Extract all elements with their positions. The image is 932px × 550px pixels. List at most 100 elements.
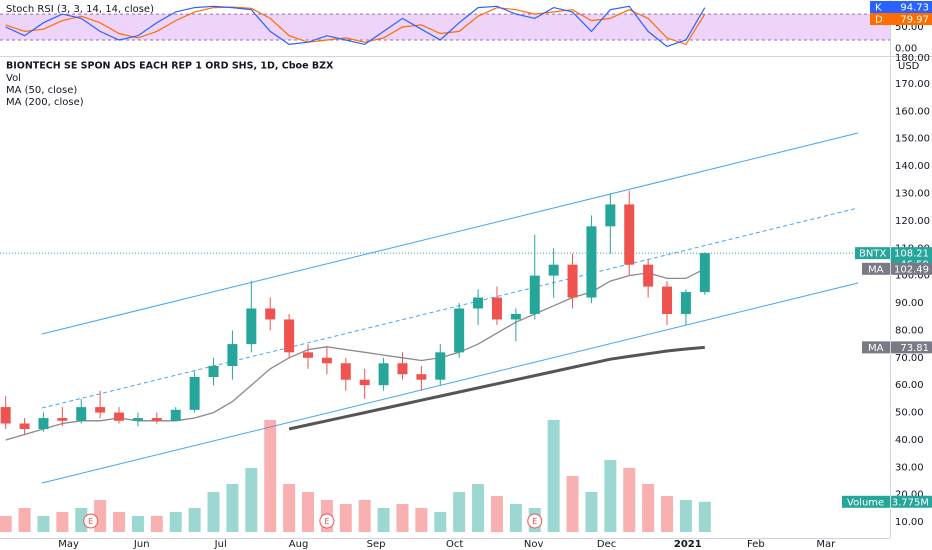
candle-body	[114, 412, 125, 421]
x-tick-label: May	[58, 539, 79, 550]
candle-body	[38, 418, 49, 430]
y-tick-label: 90.00	[895, 298, 924, 309]
symbol-tag: BNTX	[859, 249, 886, 260]
volume-bar	[131, 516, 144, 532]
candle-body	[529, 275, 540, 314]
volume-bar	[56, 512, 69, 532]
x-tick-label: Jul	[214, 539, 227, 550]
volume-bar	[169, 512, 182, 532]
y-tick-label: 40.00	[895, 435, 924, 446]
candle-body	[132, 418, 143, 421]
candle-body	[491, 297, 502, 320]
channel	[41, 132, 859, 484]
stoch-tag-name: D	[875, 15, 883, 26]
x-tick-label: Sep	[367, 539, 386, 550]
volume-bar	[396, 504, 409, 532]
y-tick-label: 140.00	[895, 161, 930, 172]
volume-bar	[698, 501, 711, 532]
channel-lower	[41, 282, 859, 484]
volume-bar	[453, 492, 466, 532]
ma-tag-bg	[891, 341, 932, 354]
volume-bar	[226, 484, 239, 532]
x-tick-label: Jun	[133, 539, 150, 550]
stoch-line	[5, 6, 706, 46]
volume-bar	[18, 508, 31, 532]
candle-body	[416, 374, 427, 380]
volume-bar	[434, 512, 447, 532]
x-tick-label: Dec	[597, 539, 616, 550]
candle-body	[567, 264, 578, 298]
x-tick-label: Feb	[747, 539, 765, 550]
x-tick-label: Oct	[446, 539, 463, 550]
event-label: E	[88, 517, 93, 526]
volume-bar	[585, 492, 598, 532]
volume-bar	[377, 508, 390, 532]
volume-tag-name: Volume	[847, 497, 884, 508]
stoch-tag-value: 79.97	[900, 15, 929, 26]
event-marker	[319, 513, 335, 529]
candle-body	[265, 308, 276, 320]
y-tick-label: 10.00	[895, 517, 924, 528]
stoch-tag-bg	[870, 1, 932, 13]
event-label: E	[532, 517, 537, 526]
candle-body	[246, 308, 257, 345]
candle-body	[170, 409, 181, 421]
x-tick-label: Nov	[524, 539, 544, 550]
y-tick-label: 60.00	[895, 380, 924, 391]
y-tick-label: 100.00	[895, 271, 930, 282]
y-tick-label: 150.00	[895, 134, 930, 145]
stoch-title: Stoch RSI (3, 3, 14, 14, close)	[6, 4, 154, 15]
volume-bar	[75, 508, 88, 532]
price-title: BIONTECH SE SPON ADS EACH REP 1 ORD SHS,…	[6, 61, 334, 72]
candle-body	[189, 376, 200, 410]
volume-bar	[113, 512, 126, 532]
ma-tag: 73.81	[900, 343, 929, 354]
candle-body	[321, 357, 332, 364]
candle-body	[624, 204, 635, 265]
y-tick-label: 80.00	[895, 325, 924, 336]
volume-tag: 3.775M	[892, 497, 929, 508]
volume-bar	[264, 420, 277, 532]
y-tick-label: 120.00	[895, 216, 930, 227]
stoch-tick-label: 0.00	[895, 44, 917, 55]
volume-bar	[0, 516, 12, 532]
volume-bar	[188, 508, 201, 532]
event-marker	[527, 513, 543, 529]
candle-body	[0, 407, 11, 424]
event-marker	[83, 513, 99, 529]
volume-bar	[302, 492, 315, 532]
y-tick-label: 50.00	[895, 408, 924, 419]
candle-body	[435, 352, 446, 380]
x-tick-label: Aug	[289, 539, 309, 550]
y-tick-label: 20.00	[895, 490, 924, 501]
candle-body	[151, 418, 162, 421]
candle-body	[643, 264, 654, 287]
volume-bar	[358, 500, 371, 532]
volume-bar	[207, 492, 220, 532]
candle-body	[473, 297, 484, 309]
ma-legend: MA (50, close)	[6, 85, 77, 96]
vol-legend: Vol	[6, 73, 21, 84]
stoch-line	[5, 5, 706, 48]
x-tick-label: 2021	[674, 539, 702, 550]
volume-bar	[415, 508, 428, 532]
volume-bar	[642, 484, 655, 532]
candle-body	[397, 363, 408, 375]
candle-body	[284, 319, 295, 353]
candle-body	[662, 286, 673, 314]
price-tag-bg	[891, 247, 932, 260]
volume-bar	[679, 500, 692, 532]
ma-tag: 102.49	[894, 264, 929, 275]
candle-body	[586, 226, 597, 298]
stoch-tag-value: 94.73	[900, 3, 929, 14]
volume-bar	[566, 476, 579, 532]
volume-bar	[604, 460, 617, 532]
symbol-tag-bg	[855, 247, 890, 260]
candle-body	[208, 366, 219, 377]
candle-body	[95, 407, 106, 413]
y-tick-label: 180.00	[895, 53, 930, 64]
y-tick-label: 170.00	[895, 79, 930, 90]
candle-body	[454, 308, 465, 353]
